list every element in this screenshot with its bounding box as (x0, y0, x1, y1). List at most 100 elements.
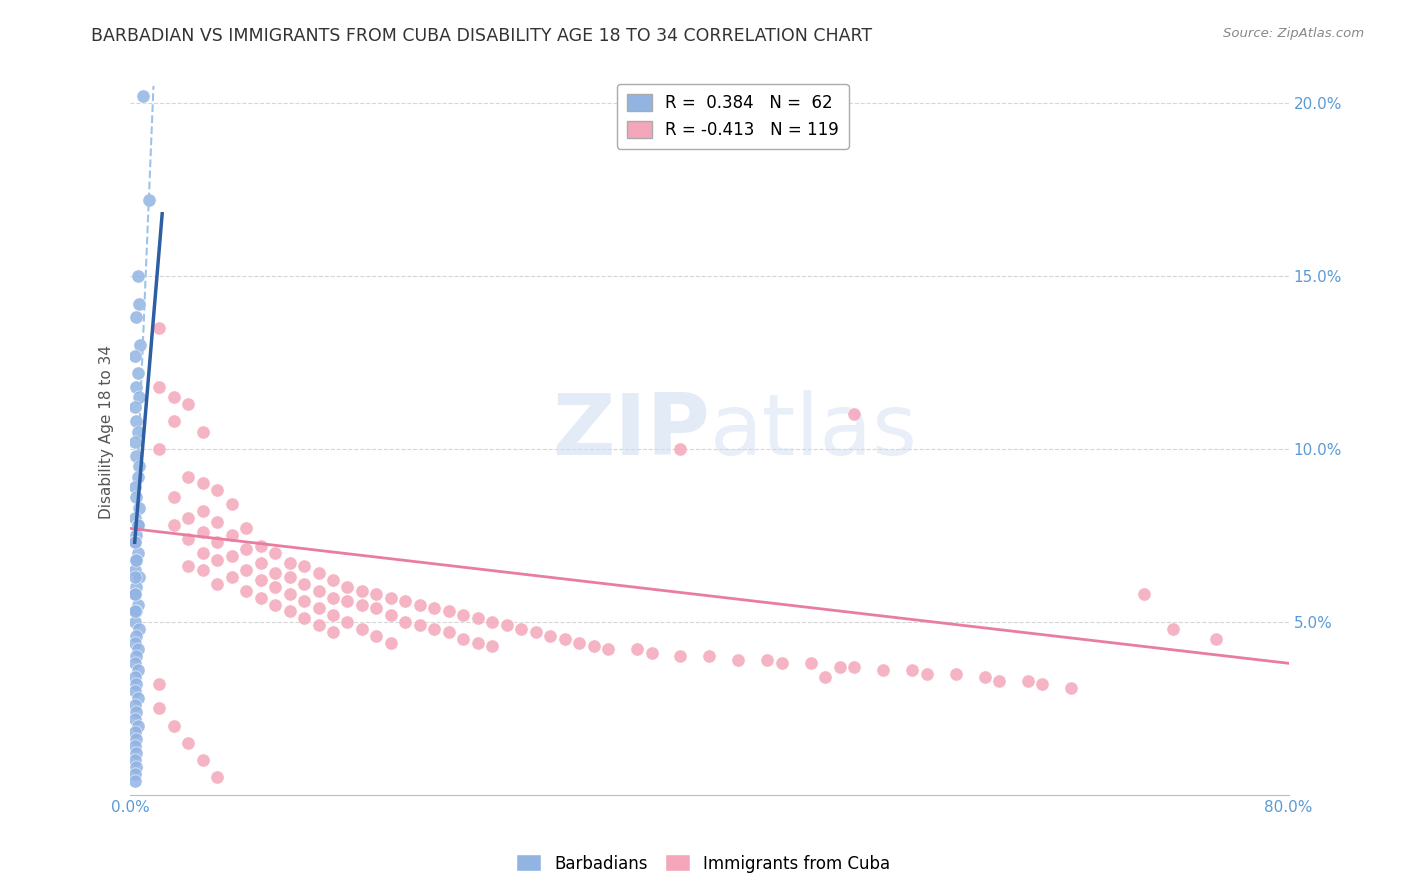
Text: BARBADIAN VS IMMIGRANTS FROM CUBA DISABILITY AGE 18 TO 34 CORRELATION CHART: BARBADIAN VS IMMIGRANTS FROM CUBA DISABI… (91, 27, 873, 45)
Point (394, 615, 416, 629)
Point (524, 625, 547, 640)
Point (336, 594, 359, 608)
Point (235, 583, 257, 598)
Point (191, 425, 214, 439)
Point (278, 556, 301, 570)
Point (350, 622, 373, 636)
Point (568, 635, 591, 649)
Point (973, 670, 995, 684)
Point (249, 556, 271, 570)
Point (1031, 677, 1053, 691)
Point (901, 663, 924, 677)
Point (124, 401, 146, 415)
Point (125, 310, 148, 325)
Legend: Barbadians, Immigrants from Cuba: Barbadians, Immigrants from Cuba (509, 847, 897, 880)
Point (437, 604, 460, 618)
Point (177, 397, 200, 411)
Point (191, 753, 214, 767)
Point (205, 483, 228, 498)
Point (138, 193, 160, 207)
Point (423, 622, 446, 636)
Point (872, 663, 894, 677)
Point (205, 535, 228, 549)
Point (124, 657, 146, 671)
Point (191, 504, 214, 518)
Point (124, 587, 146, 601)
Point (127, 425, 149, 439)
Point (292, 594, 315, 608)
Point (380, 591, 402, 605)
Point (128, 622, 150, 636)
Point (495, 618, 517, 632)
Point (409, 618, 432, 632)
Point (481, 615, 503, 629)
Point (1060, 681, 1083, 695)
Point (699, 649, 721, 664)
Point (132, 89, 155, 103)
Point (814, 670, 837, 684)
Point (125, 705, 148, 719)
Text: atlas: atlas (710, 390, 918, 473)
Point (249, 539, 271, 553)
Point (148, 321, 170, 335)
Legend: R =  0.384   N =  62, R = -0.413   N = 119: R = 0.384 N = 62, R = -0.413 N = 119 (617, 84, 849, 149)
Point (221, 549, 243, 563)
Point (582, 639, 605, 653)
Point (127, 663, 149, 677)
Point (125, 649, 148, 664)
Point (205, 771, 228, 785)
Point (640, 646, 662, 660)
Point (124, 635, 146, 649)
Point (322, 574, 344, 588)
Point (249, 591, 271, 605)
Point (554, 632, 576, 646)
Point (828, 659, 851, 673)
Point (394, 594, 416, 608)
Text: Source: ZipAtlas.com: Source: ZipAtlas.com (1223, 27, 1364, 40)
Point (124, 511, 146, 525)
Point (988, 673, 1011, 688)
Point (177, 736, 200, 750)
Point (124, 570, 146, 584)
Y-axis label: Disability Age 18 to 34: Disability Age 18 to 34 (100, 344, 114, 518)
Point (148, 442, 170, 456)
Point (205, 576, 228, 591)
Point (727, 653, 749, 667)
Point (350, 583, 373, 598)
Point (128, 296, 150, 310)
Point (308, 583, 330, 598)
Point (177, 511, 200, 525)
Point (128, 390, 150, 404)
Point (125, 491, 148, 505)
Point (177, 532, 200, 546)
Point (125, 677, 148, 691)
Point (125, 414, 148, 428)
Point (125, 604, 148, 618)
Point (235, 542, 257, 557)
Point (124, 587, 146, 601)
Point (481, 639, 503, 653)
Point (249, 574, 271, 588)
Point (264, 566, 287, 581)
Point (125, 760, 148, 774)
Point (127, 690, 149, 705)
Point (264, 546, 287, 560)
Point (278, 570, 301, 584)
Point (127, 642, 149, 657)
Point (350, 598, 373, 612)
Point (163, 518, 186, 533)
Point (125, 746, 148, 760)
Point (124, 725, 146, 739)
Point (844, 407, 866, 421)
Point (322, 607, 344, 622)
Point (163, 491, 186, 505)
Point (322, 625, 344, 640)
Point (626, 642, 648, 657)
Point (124, 739, 146, 754)
Point (292, 576, 315, 591)
Point (127, 268, 149, 283)
Point (264, 580, 287, 594)
Point (221, 528, 243, 542)
Point (125, 449, 148, 463)
Point (163, 390, 186, 404)
